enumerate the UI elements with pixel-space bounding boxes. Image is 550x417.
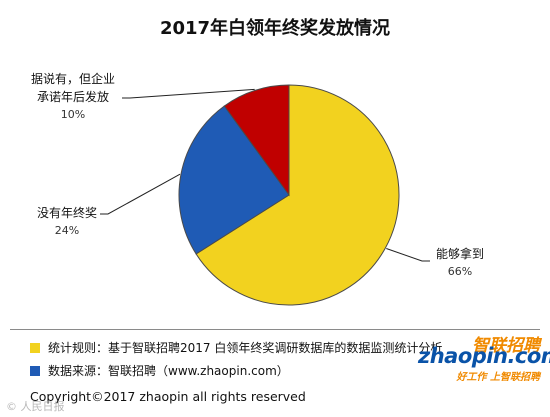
slice-label-text: 没有年终奖 — [36, 206, 97, 220]
leader-line-promised-after-new-year — [122, 88, 255, 99]
logo-domain: zhaopin.com — [418, 344, 550, 368]
watermark: © 人民日报 — [6, 400, 65, 413]
slice-label-no-bonus: 没有年终奖 24% — [24, 204, 110, 240]
slice-label-promised-after-new-year: 据说有，但企业 承诺年后发放 10% — [18, 70, 128, 124]
slice-label-able-to-get: 能够拿到 66% — [430, 245, 490, 281]
legend-square-yellow — [30, 343, 40, 353]
slice-label-line-2: 承诺年后发放 — [36, 90, 109, 104]
slice-percent: 10% — [60, 108, 86, 121]
slice-promised-after-new-year — [223, 84, 290, 197]
slice-no-bonus — [178, 105, 290, 255]
leader-line-no-bonus — [100, 173, 181, 215]
slice-percent: 66% — [447, 265, 473, 278]
footer-note-rule: 统计规则：基于智联招聘2017 白领年终奖调研数据库的数据监测统计分析 — [30, 339, 442, 356]
zhaopin-logo: 智联招聘 zhaopin.com 好工作 上智联招聘 — [418, 331, 550, 383]
copyright-text: Copyright©2017 zhaopin all rights reserv… — [30, 389, 306, 404]
logo-slogan: 好工作 上智联招聘 — [456, 372, 540, 383]
footer-note-source-text: 数据来源：智联招聘（www.zhaopin.com） — [48, 364, 289, 378]
chart-title: 2017年白领年终奖发放情况 — [159, 18, 391, 39]
leader-line-able-to-get — [386, 248, 430, 262]
slice-percent: 24% — [54, 224, 80, 237]
slice-label-text: 能够拿到 — [435, 247, 484, 261]
footer-divider — [10, 329, 540, 330]
legend-square-blue — [30, 366, 40, 376]
pie-chart — [100, 84, 430, 306]
slice-able-to-get — [195, 84, 400, 306]
footer-note-source: 数据来源：智联招聘（www.zhaopin.com） — [30, 362, 289, 379]
footer-note-rule-text: 统计规则：基于智联招聘2017 白领年终奖调研数据库的数据监测统计分析 — [48, 341, 443, 355]
slice-label-line-1: 据说有，但企业 — [30, 72, 115, 86]
logo-chinese-name: 智联招聘 — [472, 336, 540, 356]
